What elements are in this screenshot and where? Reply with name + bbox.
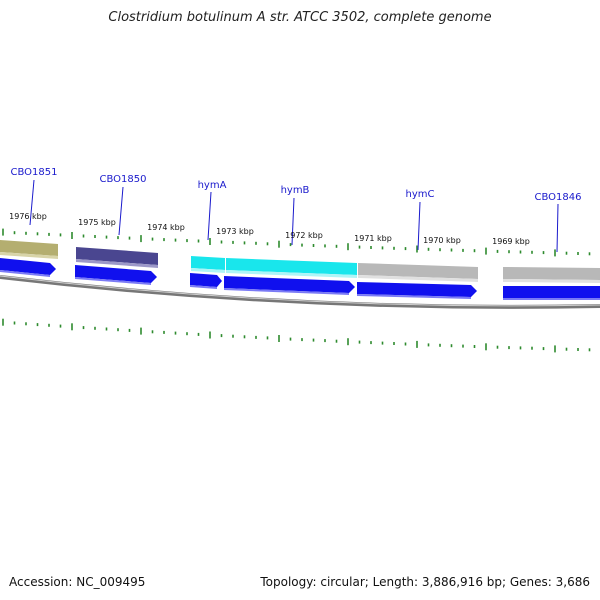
genome-backbone (0, 275, 600, 309)
tick-label-1972: 1972 kbp (285, 231, 323, 240)
tick-label-1971: 1971 kbp (354, 234, 392, 243)
leader-cbo1846 (556, 203, 559, 253)
leader-cbo1850 (118, 186, 124, 236)
tick-label-1969: 1969 kbp (492, 237, 530, 246)
leader-hymb (291, 197, 295, 246)
genome-backbone-highlight (0, 275, 600, 307)
gene-label-hyma: hymA (198, 180, 227, 191)
tick-ruler-lower (2, 318, 591, 353)
tick-label-1970: 1970 kbp (423, 236, 461, 245)
cds-arrow-hymc (357, 282, 477, 299)
tick-label-1975: 1975 kbp (78, 218, 116, 227)
cds-arrow-cbo1846 (503, 286, 600, 300)
leader-hymc (417, 201, 421, 251)
feature-block-cbo1850 (76, 247, 158, 268)
gene-label-cbo1851: CBO1851 (11, 167, 58, 178)
accession-text: Accession: NC_009495 (9, 575, 146, 589)
leader-cbo1851 (29, 179, 35, 226)
cds-arrow-cbo1850 (75, 265, 157, 285)
feature-block-hyma (191, 256, 225, 273)
map-title: Clostridium botulinum A str. ATCC 3502, … (108, 10, 492, 25)
gene-label-hymc: hymC (406, 189, 435, 200)
tick-label-1974: 1974 kbp (147, 223, 185, 232)
feature-block-cbo1851 (0, 240, 58, 259)
tick-label-1973: 1973 kbp (216, 227, 254, 236)
gene-label-cbo1846: CBO1846 (535, 192, 582, 203)
cds-arrow-hymb (224, 276, 355, 295)
leader-hyma (207, 191, 212, 241)
gene-label-cbo1850: CBO1850 (100, 174, 147, 185)
genome-summary-text: Topology: circular; Length: 3,886,916 bp… (260, 575, 590, 589)
cds-arrow-cbo1851 (0, 258, 56, 277)
feature-block-hymc (358, 263, 478, 282)
tick-ruler-upper (2, 228, 591, 257)
gene-label-hymb: hymB (281, 185, 310, 196)
feature-block-cbo1846 (503, 267, 600, 283)
feature-block-hymb (226, 258, 357, 278)
tick-label-1976: 1976 kbp (9, 212, 47, 221)
cds-arrow-hyma (190, 273, 222, 289)
